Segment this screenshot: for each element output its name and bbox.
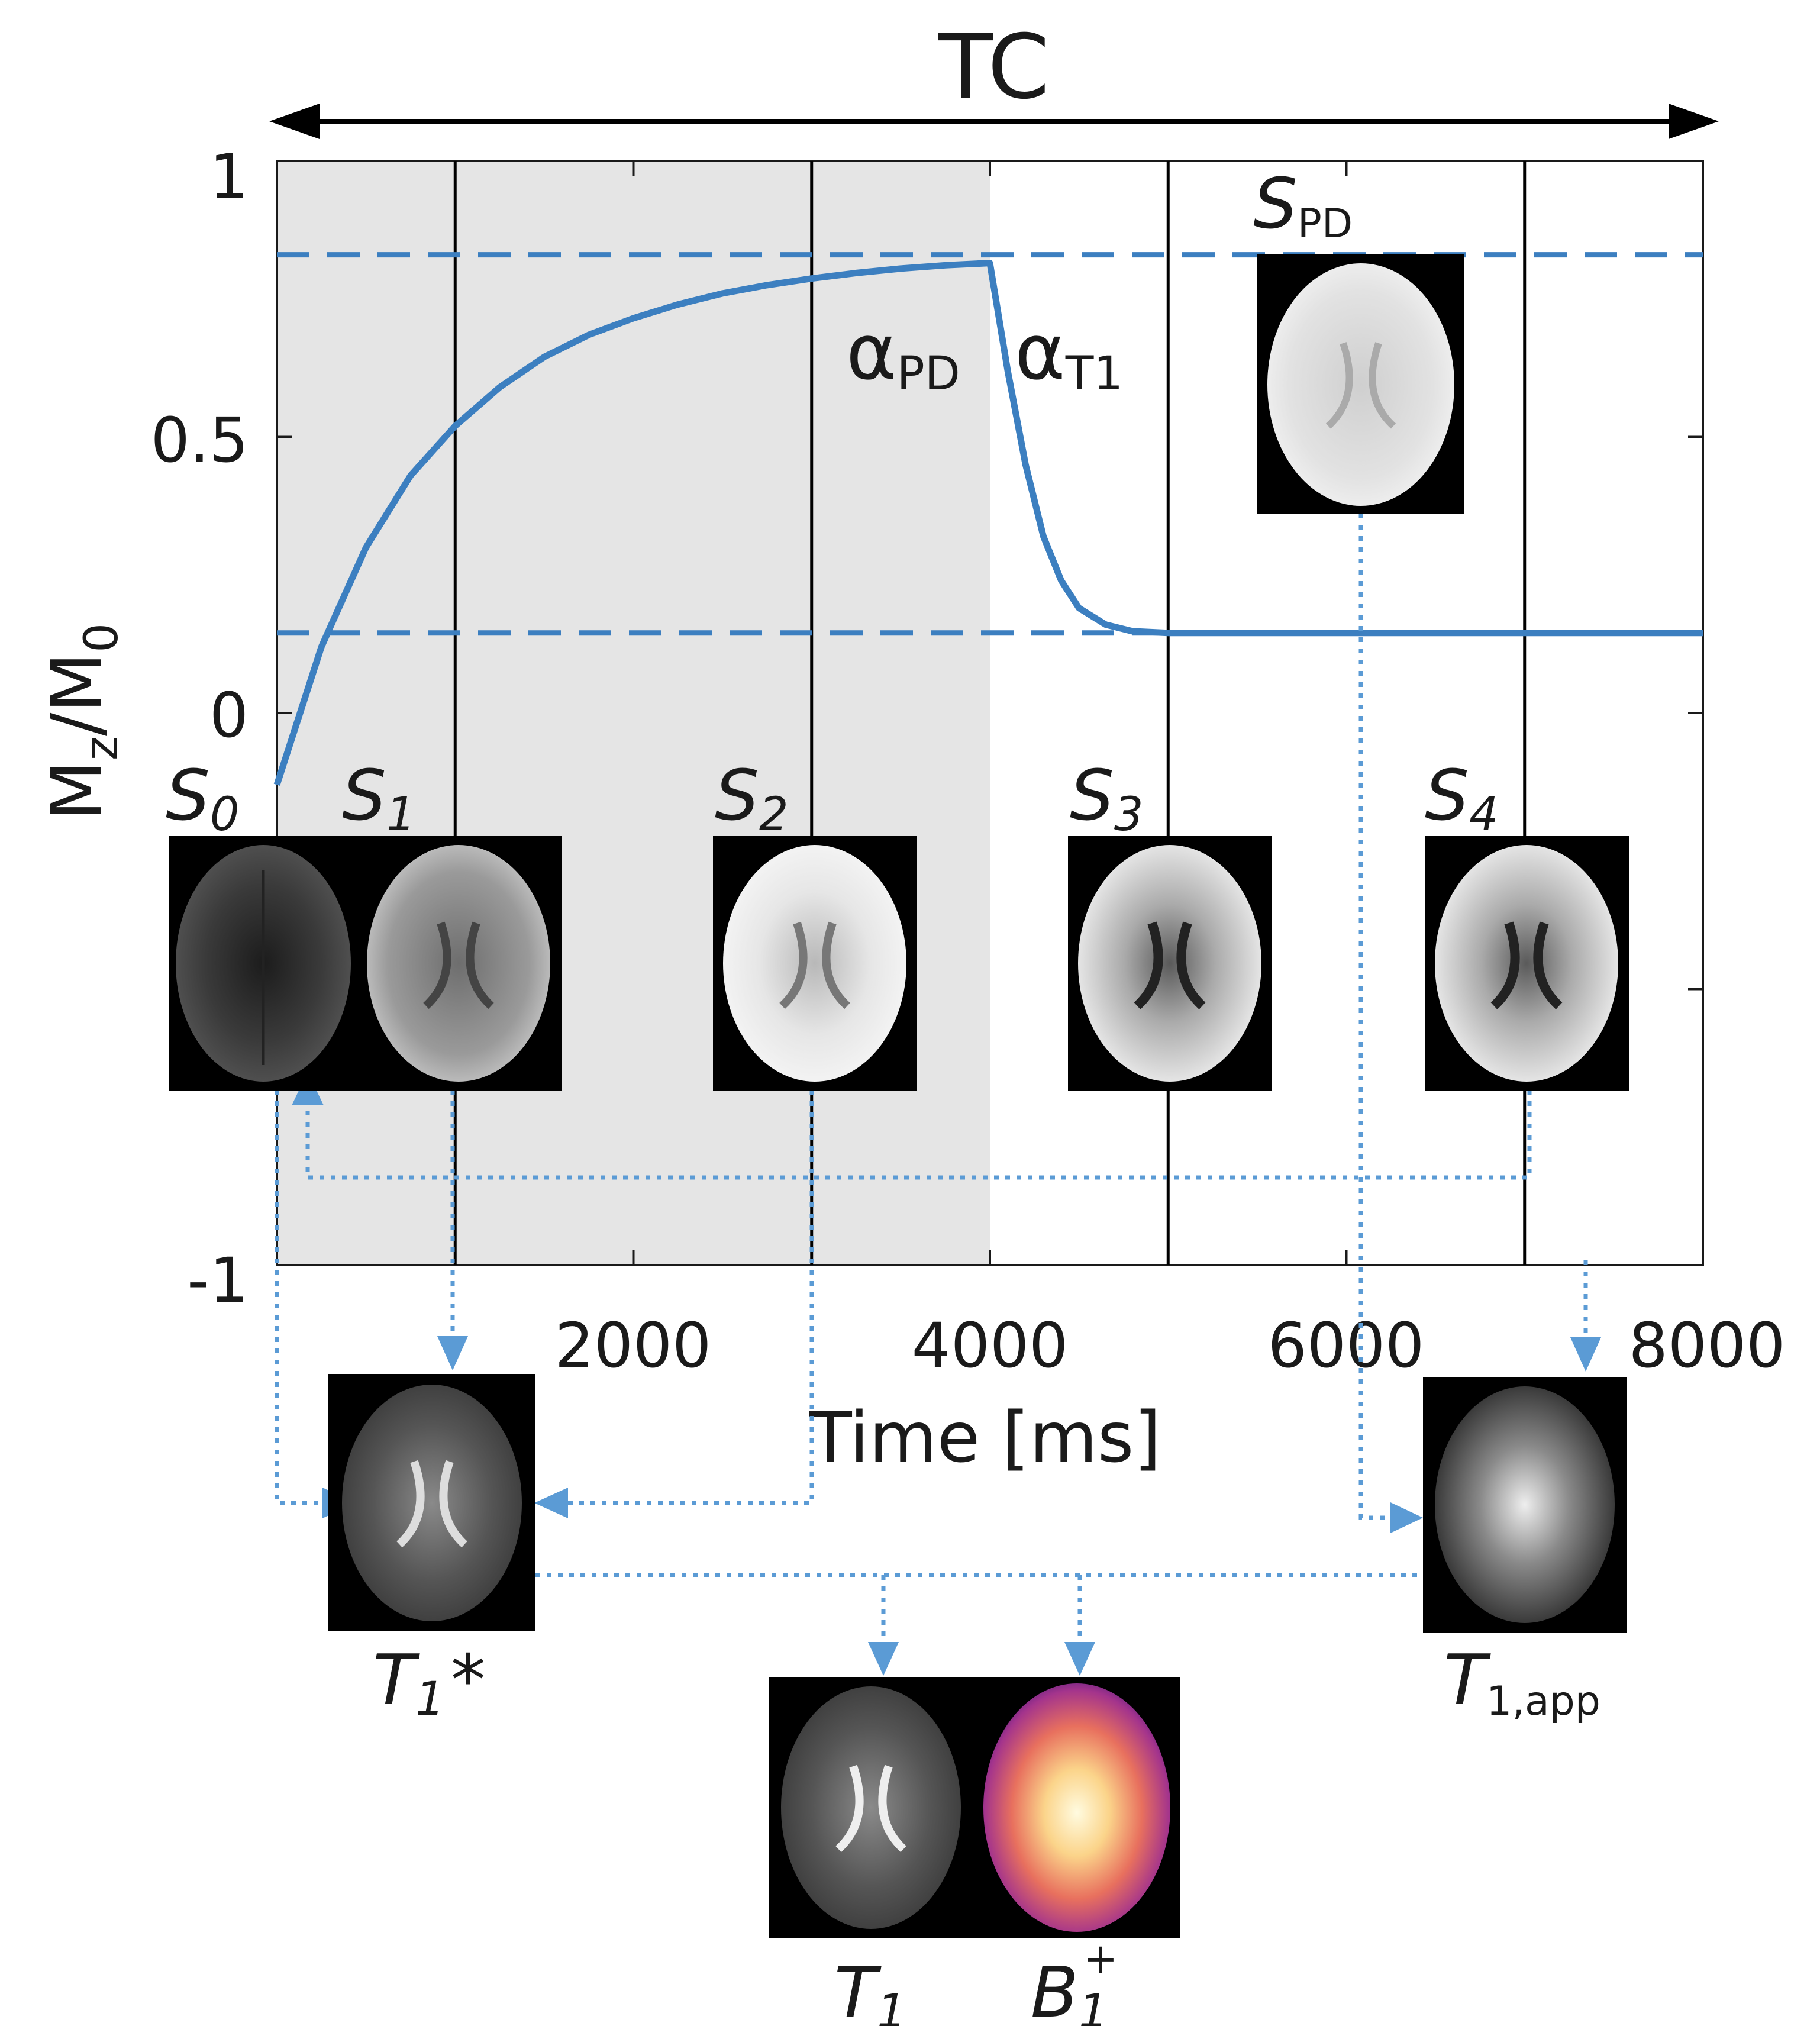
- image-s1: [358, 836, 562, 1091]
- tc-arrow: [269, 104, 1719, 139]
- label-spd: SPD: [1253, 163, 1353, 247]
- image-b1: [973, 1677, 1180, 1938]
- x-tick-label: 2000: [555, 1309, 712, 1382]
- plot-area: [273, 160, 1704, 1266]
- image-s3: [1068, 836, 1272, 1091]
- x-axis-label: Time [ms]: [809, 1396, 1161, 1478]
- x-tick-labels: 2000 4000 6000 8000: [555, 1309, 1786, 1382]
- label-s0: S0: [166, 754, 240, 841]
- y-tick-label: 0: [209, 679, 249, 751]
- label-t1: T1: [834, 1951, 906, 2026]
- x-tick-label: 6000: [1268, 1309, 1425, 1382]
- tc-label: TC: [938, 16, 1050, 119]
- y-tick-label: 1: [209, 141, 249, 213]
- image-s2: [713, 836, 917, 1091]
- label-s1: S1: [342, 754, 416, 841]
- y-tick-labels: 1 0.5 0 -1: [151, 141, 249, 1317]
- image-t1: [769, 1677, 973, 1938]
- image-s4: [1425, 836, 1629, 1091]
- y-tick-label: -1: [187, 1244, 249, 1317]
- label-s4: S4: [1425, 754, 1499, 841]
- label-s2: S2: [715, 754, 789, 841]
- alpha-pd-label: αPD: [846, 307, 960, 401]
- mz-curve: [273, 260, 1703, 786]
- y-axis-label: Mz/M0: [36, 623, 128, 821]
- image-s0: [169, 836, 358, 1091]
- label-t1app: T1,app: [1444, 1639, 1600, 1725]
- image-t1star: [328, 1374, 535, 1631]
- x-tick-label: 8000: [1629, 1309, 1786, 1382]
- label-t1star: T1*: [373, 1639, 486, 1726]
- label-s3: S3: [1070, 754, 1144, 841]
- image-spd: [1257, 254, 1464, 514]
- alpha-t1-label: αT1: [1015, 307, 1123, 401]
- label-b1: B1+: [1031, 1934, 1118, 2026]
- image-t1app: [1423, 1377, 1627, 1633]
- x-tick-label: 4000: [912, 1309, 1069, 1382]
- y-tick-label: 0.5: [151, 404, 249, 476]
